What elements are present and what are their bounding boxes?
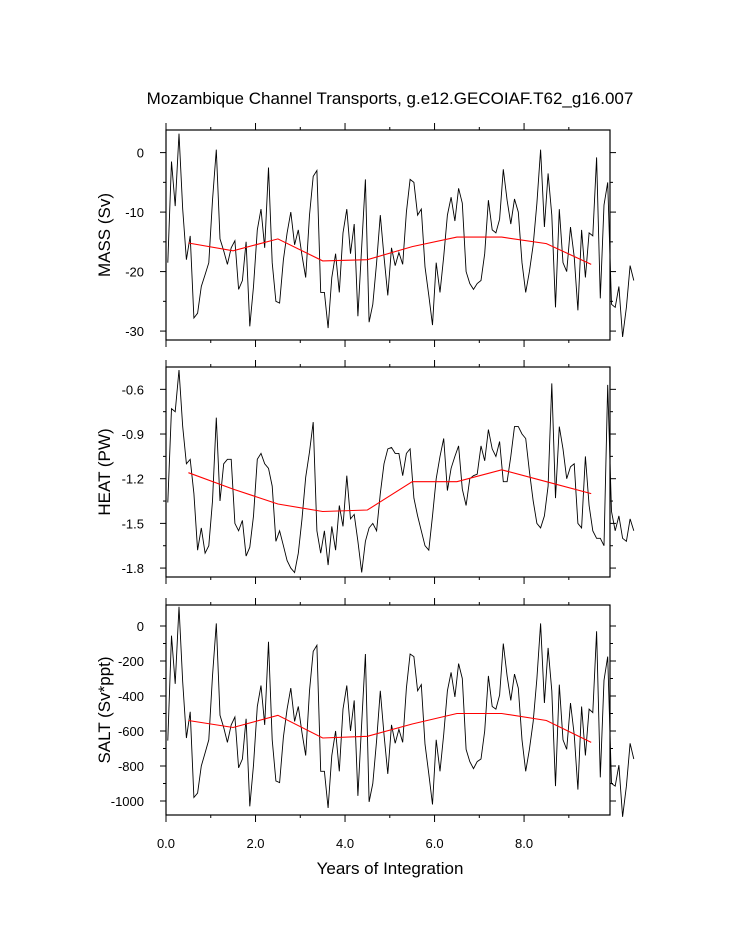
y-tick-label: -0.6 [122, 382, 144, 397]
y-axis-label: SALT (Sv*ppt) [95, 656, 114, 763]
panel-3: 0 -200 -400 -600 -800 -1000 SALT (Sv*ppt) [95, 598, 635, 822]
y-tick-label: -20 [125, 265, 144, 280]
y-tick-label: -10 [125, 205, 144, 220]
y-tick-label: -400 [118, 689, 144, 704]
y-tick-label: 0 [137, 146, 144, 161]
y-tick-label: -0.9 [122, 427, 144, 442]
plot-frame [165, 129, 611, 341]
chart-title: Mozambique Channel Transports, g.e12.GEC… [147, 89, 634, 108]
panel-2: -0.6 -0.9 -1.2 -1.5 -1.8 HEAT (PW) [95, 360, 635, 584]
y-tick-label: -1000 [111, 794, 144, 809]
series-line-annual [188, 712, 592, 743]
x-tick-label: 4.0 [336, 836, 354, 851]
plot-frame [165, 366, 611, 578]
x-tick-label: 2.0 [246, 836, 264, 851]
y-tick-label: -1.2 [122, 472, 144, 487]
x-tick-label: 6.0 [426, 836, 444, 851]
panels: 0 -10 -20 -30 MASS (Sv) -0.6 -0.9 -1.2 -1.5 -1.8 H… [95, 123, 635, 851]
y-tick-label: -200 [118, 654, 144, 669]
y-axis-label: HEAT (PW) [95, 428, 114, 515]
y-tick-label: -1.8 [122, 561, 144, 576]
y-tick-label: -800 [118, 759, 144, 774]
x-tick-label: 0.0 [157, 836, 175, 851]
x-tick-label: 8.0 [515, 836, 533, 851]
y-tick-label: 0 [137, 619, 144, 634]
series-line-monthly [167, 369, 635, 574]
y-tick-label: -600 [118, 724, 144, 739]
plot-frame [165, 604, 611, 816]
y-axis-label: MASS (Sv) [95, 193, 114, 277]
series-line-monthly [167, 606, 635, 817]
x-axis-label: Years of Integration [317, 859, 464, 878]
y-tick-label: -1.5 [122, 516, 144, 531]
series-line-annual [188, 236, 592, 265]
series-line-annual [188, 469, 592, 513]
panel-1: 0 -10 -20 -30 MASS (Sv) [95, 123, 635, 347]
series-line-monthly [167, 133, 635, 338]
y-tick-label: -30 [125, 324, 144, 339]
